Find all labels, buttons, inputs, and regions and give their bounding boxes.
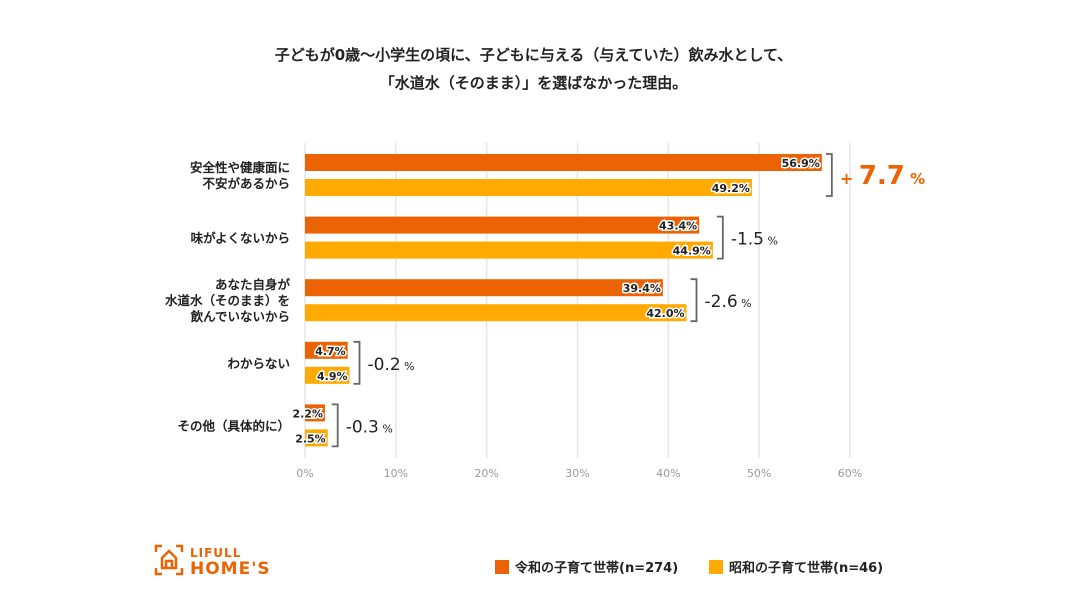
difference-bracket xyxy=(690,278,698,323)
value-label: 56.9% xyxy=(782,157,820,170)
chart-title-line2: 「水道水（そのまま）」を選ばなかった理由。 xyxy=(379,74,688,92)
bar-showa xyxy=(305,241,713,259)
category-label: その他（具体的に） xyxy=(177,418,290,433)
value-label: 4.7% xyxy=(315,345,346,358)
difference-bracket xyxy=(331,403,339,448)
value-label: 42.0% xyxy=(646,307,684,320)
bar-reiwa xyxy=(305,216,700,234)
bar-showa xyxy=(305,304,687,322)
legend-label-reiwa: 令和の子育て世帯(n=274) xyxy=(515,561,679,576)
svg-text:LIFULL: LIFULL xyxy=(190,546,241,560)
x-tick-label: 20% xyxy=(474,467,498,480)
x-tick-label: 30% xyxy=(565,467,589,480)
value-label: 39.4% xyxy=(623,282,661,295)
x-tick-label: 60% xyxy=(838,467,862,480)
value-label: 43.4% xyxy=(659,220,697,233)
legend-swatch-reiwa xyxy=(495,559,509,574)
bar-reiwa xyxy=(305,154,822,171)
category-label: 安全性や健康面に xyxy=(190,160,290,175)
difference-label: -1.5 % xyxy=(731,230,778,250)
category-label: 味がよくないから xyxy=(191,231,290,246)
value-label: 2.2% xyxy=(292,407,323,420)
value-label: 49.2% xyxy=(712,182,750,195)
legend-item-reiwa: 令和の子育て世帯(n=274) xyxy=(495,557,678,576)
x-tick-label: 50% xyxy=(747,467,771,480)
category-label: 飲んでいないから xyxy=(190,309,290,324)
x-tick-label: 10% xyxy=(384,467,408,480)
value-label: 44.9% xyxy=(673,245,711,258)
difference-label: + 7.7 % xyxy=(840,161,925,191)
category-label: あなた自身が xyxy=(215,277,291,292)
bar-reiwa xyxy=(305,404,325,422)
difference-bracket xyxy=(353,340,361,385)
value-label: 4.9% xyxy=(317,370,348,383)
difference-bracket xyxy=(825,153,833,197)
difference-label: -0.3 % xyxy=(346,417,393,437)
category-label: 水道水（そのまま）を xyxy=(165,293,290,308)
x-tick-label: 0% xyxy=(296,467,313,480)
legend-label-showa: 昭和の子育て世帯(n=46) xyxy=(729,561,884,576)
legend-swatch-showa xyxy=(709,559,723,574)
svg-text:HOME'S: HOME'S xyxy=(190,559,271,578)
category-label: わからない xyxy=(227,356,290,371)
bar-reiwa xyxy=(305,341,348,359)
difference-label: -2.6 % xyxy=(705,292,752,312)
lifull-homes-logo: LIFULL HOME'S xyxy=(154,544,284,582)
bar-showa xyxy=(305,366,350,384)
bar-reiwa xyxy=(305,279,663,297)
bar-showa xyxy=(305,179,752,196)
x-tick-label: 40% xyxy=(656,467,680,480)
difference-label: -0.2 % xyxy=(368,355,415,375)
legend-item-showa: 昭和の子育て世帯(n=46) xyxy=(709,557,883,576)
chart-title-line1: 子どもが0歳〜小学生の頃に、子どもに与える（与えていた）飲み水として、 xyxy=(274,46,793,64)
difference-bracket xyxy=(716,215,724,260)
bar-showa xyxy=(305,429,328,447)
value-label: 2.5% xyxy=(295,432,326,445)
category-label: 不安があるから xyxy=(202,176,290,191)
